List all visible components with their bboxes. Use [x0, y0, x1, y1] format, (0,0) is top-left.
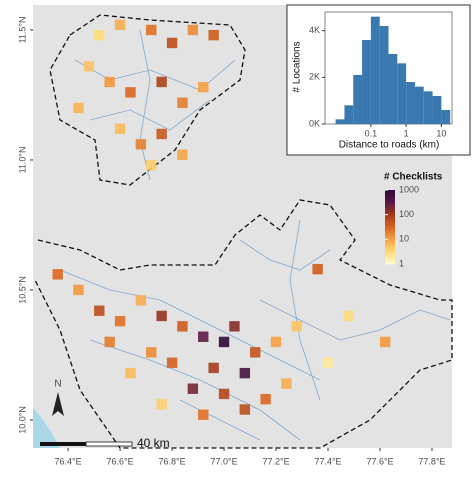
y-axis-label: # Locations — [292, 41, 303, 92]
cell — [177, 97, 188, 108]
cell — [260, 393, 271, 405]
cell — [146, 159, 157, 171]
cell — [198, 331, 209, 342]
cell — [104, 336, 115, 348]
bar — [344, 105, 354, 124]
x-tick-label: 77.2°E — [262, 456, 289, 466]
cell — [322, 357, 334, 368]
cell — [187, 383, 199, 394]
region-boundary — [49, 14, 246, 186]
cell — [156, 399, 167, 410]
cell — [156, 128, 167, 140]
y-tick-label: 4K — [309, 25, 320, 35]
cell — [239, 404, 251, 415]
cell — [218, 336, 230, 348]
cell — [114, 19, 126, 30]
legend-tick-label: 100 — [399, 209, 414, 219]
bar — [388, 54, 398, 124]
colorbar — [385, 190, 395, 264]
cell — [94, 305, 105, 316]
cell — [177, 321, 188, 332]
y-tick-label: 2K — [309, 72, 320, 82]
cell — [177, 149, 188, 160]
cell — [52, 269, 63, 280]
x-tick-label: 77.8°E — [418, 456, 445, 466]
cell — [73, 284, 84, 296]
cell — [166, 357, 178, 368]
scale-bar — [40, 441, 133, 447]
bar — [406, 82, 415, 124]
x-tick-label: 77.6°E — [366, 456, 393, 466]
y-tick-label: 11.5°N — [17, 16, 27, 43]
cell — [208, 362, 219, 374]
cell — [187, 24, 199, 36]
legend-tick-label: 10 — [399, 234, 409, 244]
scale-label: 40 km — [137, 436, 170, 450]
cell — [198, 409, 209, 420]
cell — [135, 139, 147, 150]
cell — [156, 310, 167, 322]
x-axis-label: Distance to roads (km) — [339, 140, 440, 151]
x-tick-label: 0.1 — [365, 128, 378, 138]
cells — [52, 19, 391, 420]
cell — [135, 295, 147, 306]
legend-tick-label: 1 — [399, 258, 404, 268]
x-tick-label: 10 — [436, 128, 446, 138]
cell — [146, 347, 157, 358]
sea — [33, 408, 60, 448]
legend-tick-label: 1000 — [399, 184, 419, 194]
bar — [441, 110, 451, 124]
y-tick-label: 10.0°N — [17, 406, 27, 434]
region-boundary — [34, 199, 453, 449]
bar — [414, 86, 424, 124]
cell — [229, 321, 240, 332]
cell — [281, 378, 292, 389]
cell — [166, 37, 178, 49]
x-tick-label: 1 — [404, 128, 409, 138]
cell — [239, 367, 251, 379]
bar — [370, 16, 380, 125]
north-label: N — [54, 379, 61, 390]
y-tick-label: 0K — [309, 118, 320, 128]
cell — [125, 367, 136, 379]
bar — [432, 96, 442, 124]
x-tick-label: 77.4°E — [314, 456, 341, 466]
bar — [362, 40, 371, 124]
cell — [104, 76, 115, 88]
cell — [218, 388, 230, 400]
cell — [380, 336, 391, 348]
x-tick-label: 76.4°E — [55, 456, 82, 466]
cell — [312, 263, 323, 275]
bar — [379, 26, 389, 124]
cell — [291, 321, 303, 332]
cell — [125, 87, 136, 98]
x-tick-label: 76.6°E — [107, 456, 134, 466]
north-arrow — [52, 392, 64, 416]
y-tick-label: 10.5°N — [17, 276, 27, 304]
cell — [83, 61, 95, 72]
cell — [114, 315, 126, 327]
cell — [250, 347, 261, 358]
y-tick-label: 11.0°N — [17, 146, 27, 173]
x-tick-label: 77.0°E — [210, 456, 237, 466]
cell — [208, 29, 219, 41]
bar — [353, 75, 363, 124]
bar — [423, 91, 433, 124]
cell — [73, 102, 84, 114]
x-tick-label: 76.8°E — [158, 456, 185, 466]
cell — [156, 76, 167, 88]
legend-title: # Checklists — [384, 172, 443, 183]
bar — [335, 119, 345, 124]
cell — [114, 123, 126, 134]
roads — [59, 29, 451, 441]
bar — [397, 63, 407, 124]
cell — [343, 310, 355, 322]
cell — [270, 336, 282, 348]
cell — [146, 24, 157, 36]
cell — [198, 81, 209, 93]
cell — [94, 29, 105, 41]
